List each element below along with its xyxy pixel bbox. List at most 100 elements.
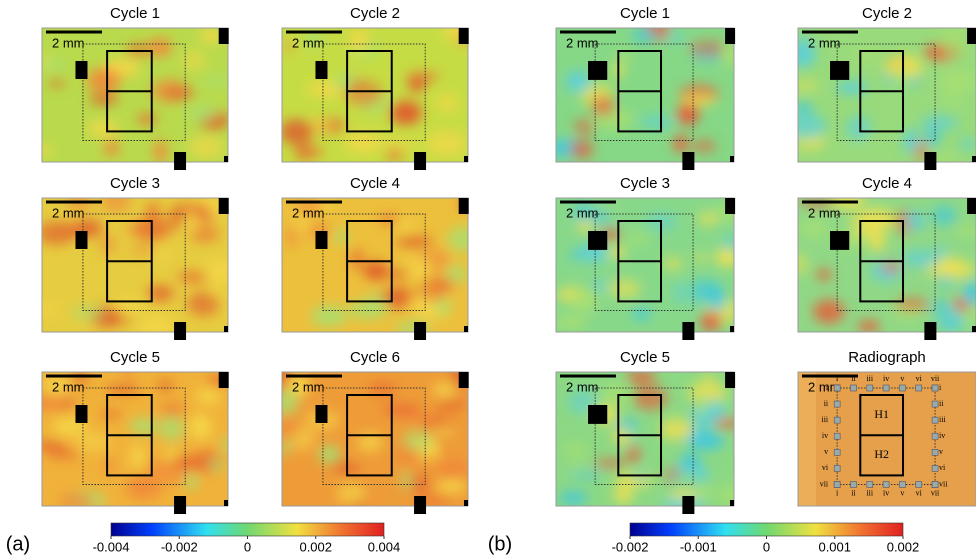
gauge-square (882, 481, 890, 488)
colorbar-tick-label: 0.002 (887, 539, 920, 554)
blobs (285, 198, 468, 332)
blob (396, 222, 416, 233)
map-texture (282, 372, 468, 506)
blob (208, 457, 225, 473)
blob (632, 28, 658, 43)
blob (721, 43, 734, 68)
blob (597, 202, 618, 215)
colorbar-tick-label: -0.002 (612, 539, 649, 554)
marker-block (218, 198, 229, 214)
blob (561, 443, 589, 456)
blob (714, 418, 734, 429)
dotted-region (594, 213, 694, 311)
gauge-label: iv (883, 488, 889, 497)
gauge-label: vi (916, 488, 923, 497)
blob (931, 205, 957, 226)
dotted-region (836, 43, 936, 141)
blob (400, 469, 413, 492)
blob (380, 139, 419, 151)
gauge-label: i (826, 383, 829, 392)
hole-label: H1 (874, 407, 889, 421)
marker-block (464, 326, 468, 332)
gauge-label: i (836, 488, 839, 497)
blob (798, 81, 820, 90)
blob (160, 403, 185, 417)
marker-block (174, 152, 187, 170)
blob (436, 400, 466, 410)
map-title: Cycle 4 (862, 175, 912, 192)
blob (845, 116, 872, 141)
blob (75, 431, 112, 453)
marker-block (588, 231, 608, 250)
blob (942, 261, 975, 279)
blob (432, 382, 457, 398)
gauge-square (833, 449, 841, 456)
dotted-region (82, 387, 186, 485)
gauge-square (931, 465, 939, 472)
blob (420, 303, 435, 318)
blob (570, 140, 594, 159)
map-title: Cycle 1 (620, 5, 670, 22)
colorbar-tick-label: 0.004 (368, 539, 401, 554)
map-title: Cycle 6 (350, 349, 400, 366)
blob (105, 385, 141, 394)
blob (700, 311, 722, 332)
strain-map: Cycle 2 2 mm (797, 5, 976, 170)
gauge-label: iv (939, 431, 945, 440)
gauge-label: ii (851, 374, 856, 383)
scale-label: 2 mm (808, 205, 841, 220)
gauge-label: iv (822, 431, 828, 440)
blob (385, 149, 404, 160)
blob (42, 441, 68, 451)
blob (404, 256, 434, 278)
map-border (797, 371, 976, 507)
blobs (798, 198, 976, 332)
blob (722, 234, 734, 252)
blob (176, 272, 210, 283)
map-texture (42, 372, 228, 506)
gauge-square (931, 416, 939, 424)
blob (938, 275, 953, 288)
strain-map: Cycle 3 2 mm (41, 175, 229, 340)
blob (676, 103, 700, 126)
marker-block (414, 322, 427, 340)
blob (46, 449, 80, 460)
blob (70, 306, 106, 320)
blob (42, 57, 52, 66)
blob (673, 281, 688, 305)
blob (798, 44, 817, 68)
blob (99, 315, 134, 324)
blob (282, 119, 314, 144)
blob (42, 145, 53, 158)
blobs (556, 28, 734, 159)
blob (168, 206, 184, 232)
marker-block (458, 372, 469, 388)
strain-map: Cycle 2 2 mm (281, 5, 469, 170)
gauge-square (899, 384, 906, 392)
blob (188, 135, 225, 160)
map-title: Cycle 2 (862, 5, 912, 22)
map-border (281, 27, 469, 163)
blob (857, 320, 880, 332)
scale-label: 2 mm (566, 35, 599, 50)
blob (418, 276, 448, 303)
blob (184, 473, 198, 490)
marker-block (75, 405, 88, 423)
gauge-label: vi (916, 374, 923, 383)
dotted-region (836, 213, 936, 311)
gauge-square (833, 432, 841, 440)
blob (290, 428, 316, 450)
blob (567, 470, 602, 479)
gauge-square (866, 384, 874, 392)
colorbar (110, 522, 385, 537)
gauge-label: vii (939, 479, 948, 488)
marker-block (725, 372, 736, 388)
blob (159, 460, 191, 485)
marker-block (414, 152, 427, 170)
blob (869, 228, 886, 252)
blob (146, 285, 174, 302)
blob (382, 404, 421, 416)
dotted-region (322, 213, 426, 311)
marker-block (458, 28, 469, 44)
strain-map: Cycle 5 2 mm (41, 349, 229, 514)
